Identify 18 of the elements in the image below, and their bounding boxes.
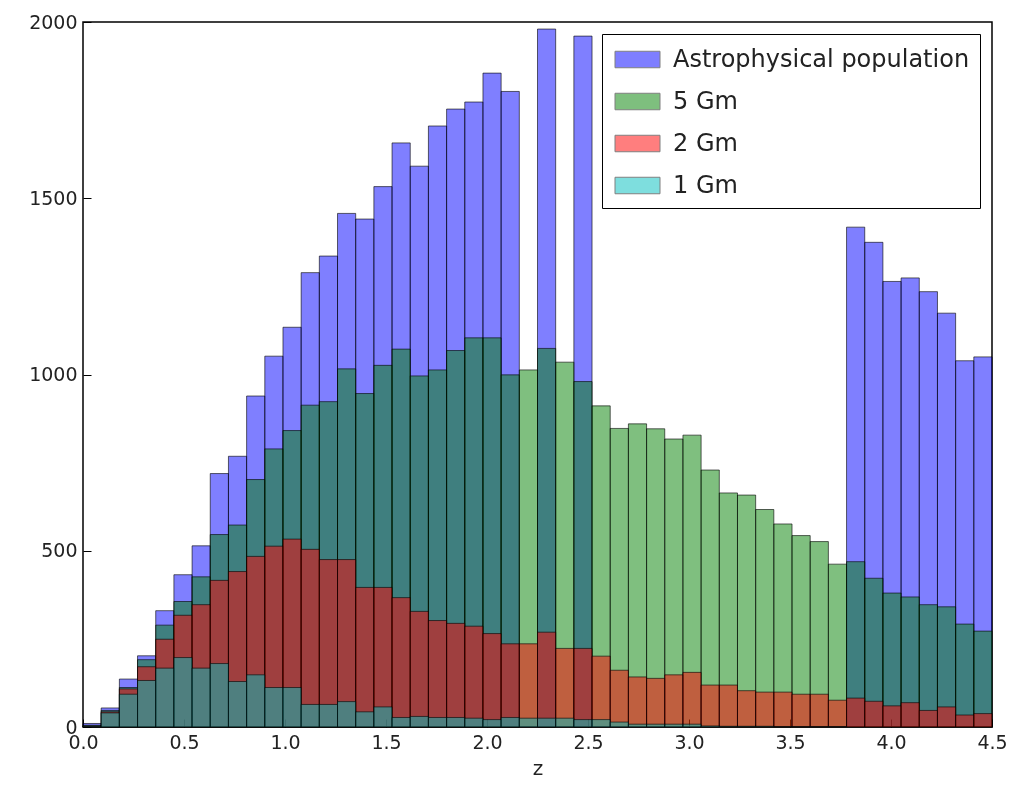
legend-label: 1 Gm — [673, 170, 738, 199]
legend-label: 2 Gm — [673, 128, 738, 157]
y-tick-label: 500 — [41, 539, 78, 562]
x-tick-label: 3.5 — [775, 730, 806, 753]
x-tick-label: 0.5 — [169, 730, 200, 753]
x-tick-label: 1.0 — [270, 730, 301, 753]
x-tick-label: 2.5 — [573, 730, 604, 753]
x-axis-title: z — [532, 755, 544, 780]
x-tick-label: 2.0 — [472, 730, 503, 753]
y-tick-label: 2000 — [29, 10, 78, 33]
x-tick-label: 1.5 — [371, 730, 402, 753]
y-tick-label: 1000 — [29, 363, 78, 385]
x-tick-label: 4.5 — [977, 730, 1008, 753]
x-tick-label: 3.0 — [674, 730, 705, 753]
y-tick-label: 1500 — [29, 186, 78, 209]
x-tick-label: 4.0 — [876, 730, 907, 753]
legend-label: Astrophysical population — [673, 44, 970, 73]
legend-label: 5 Gm — [673, 86, 738, 115]
